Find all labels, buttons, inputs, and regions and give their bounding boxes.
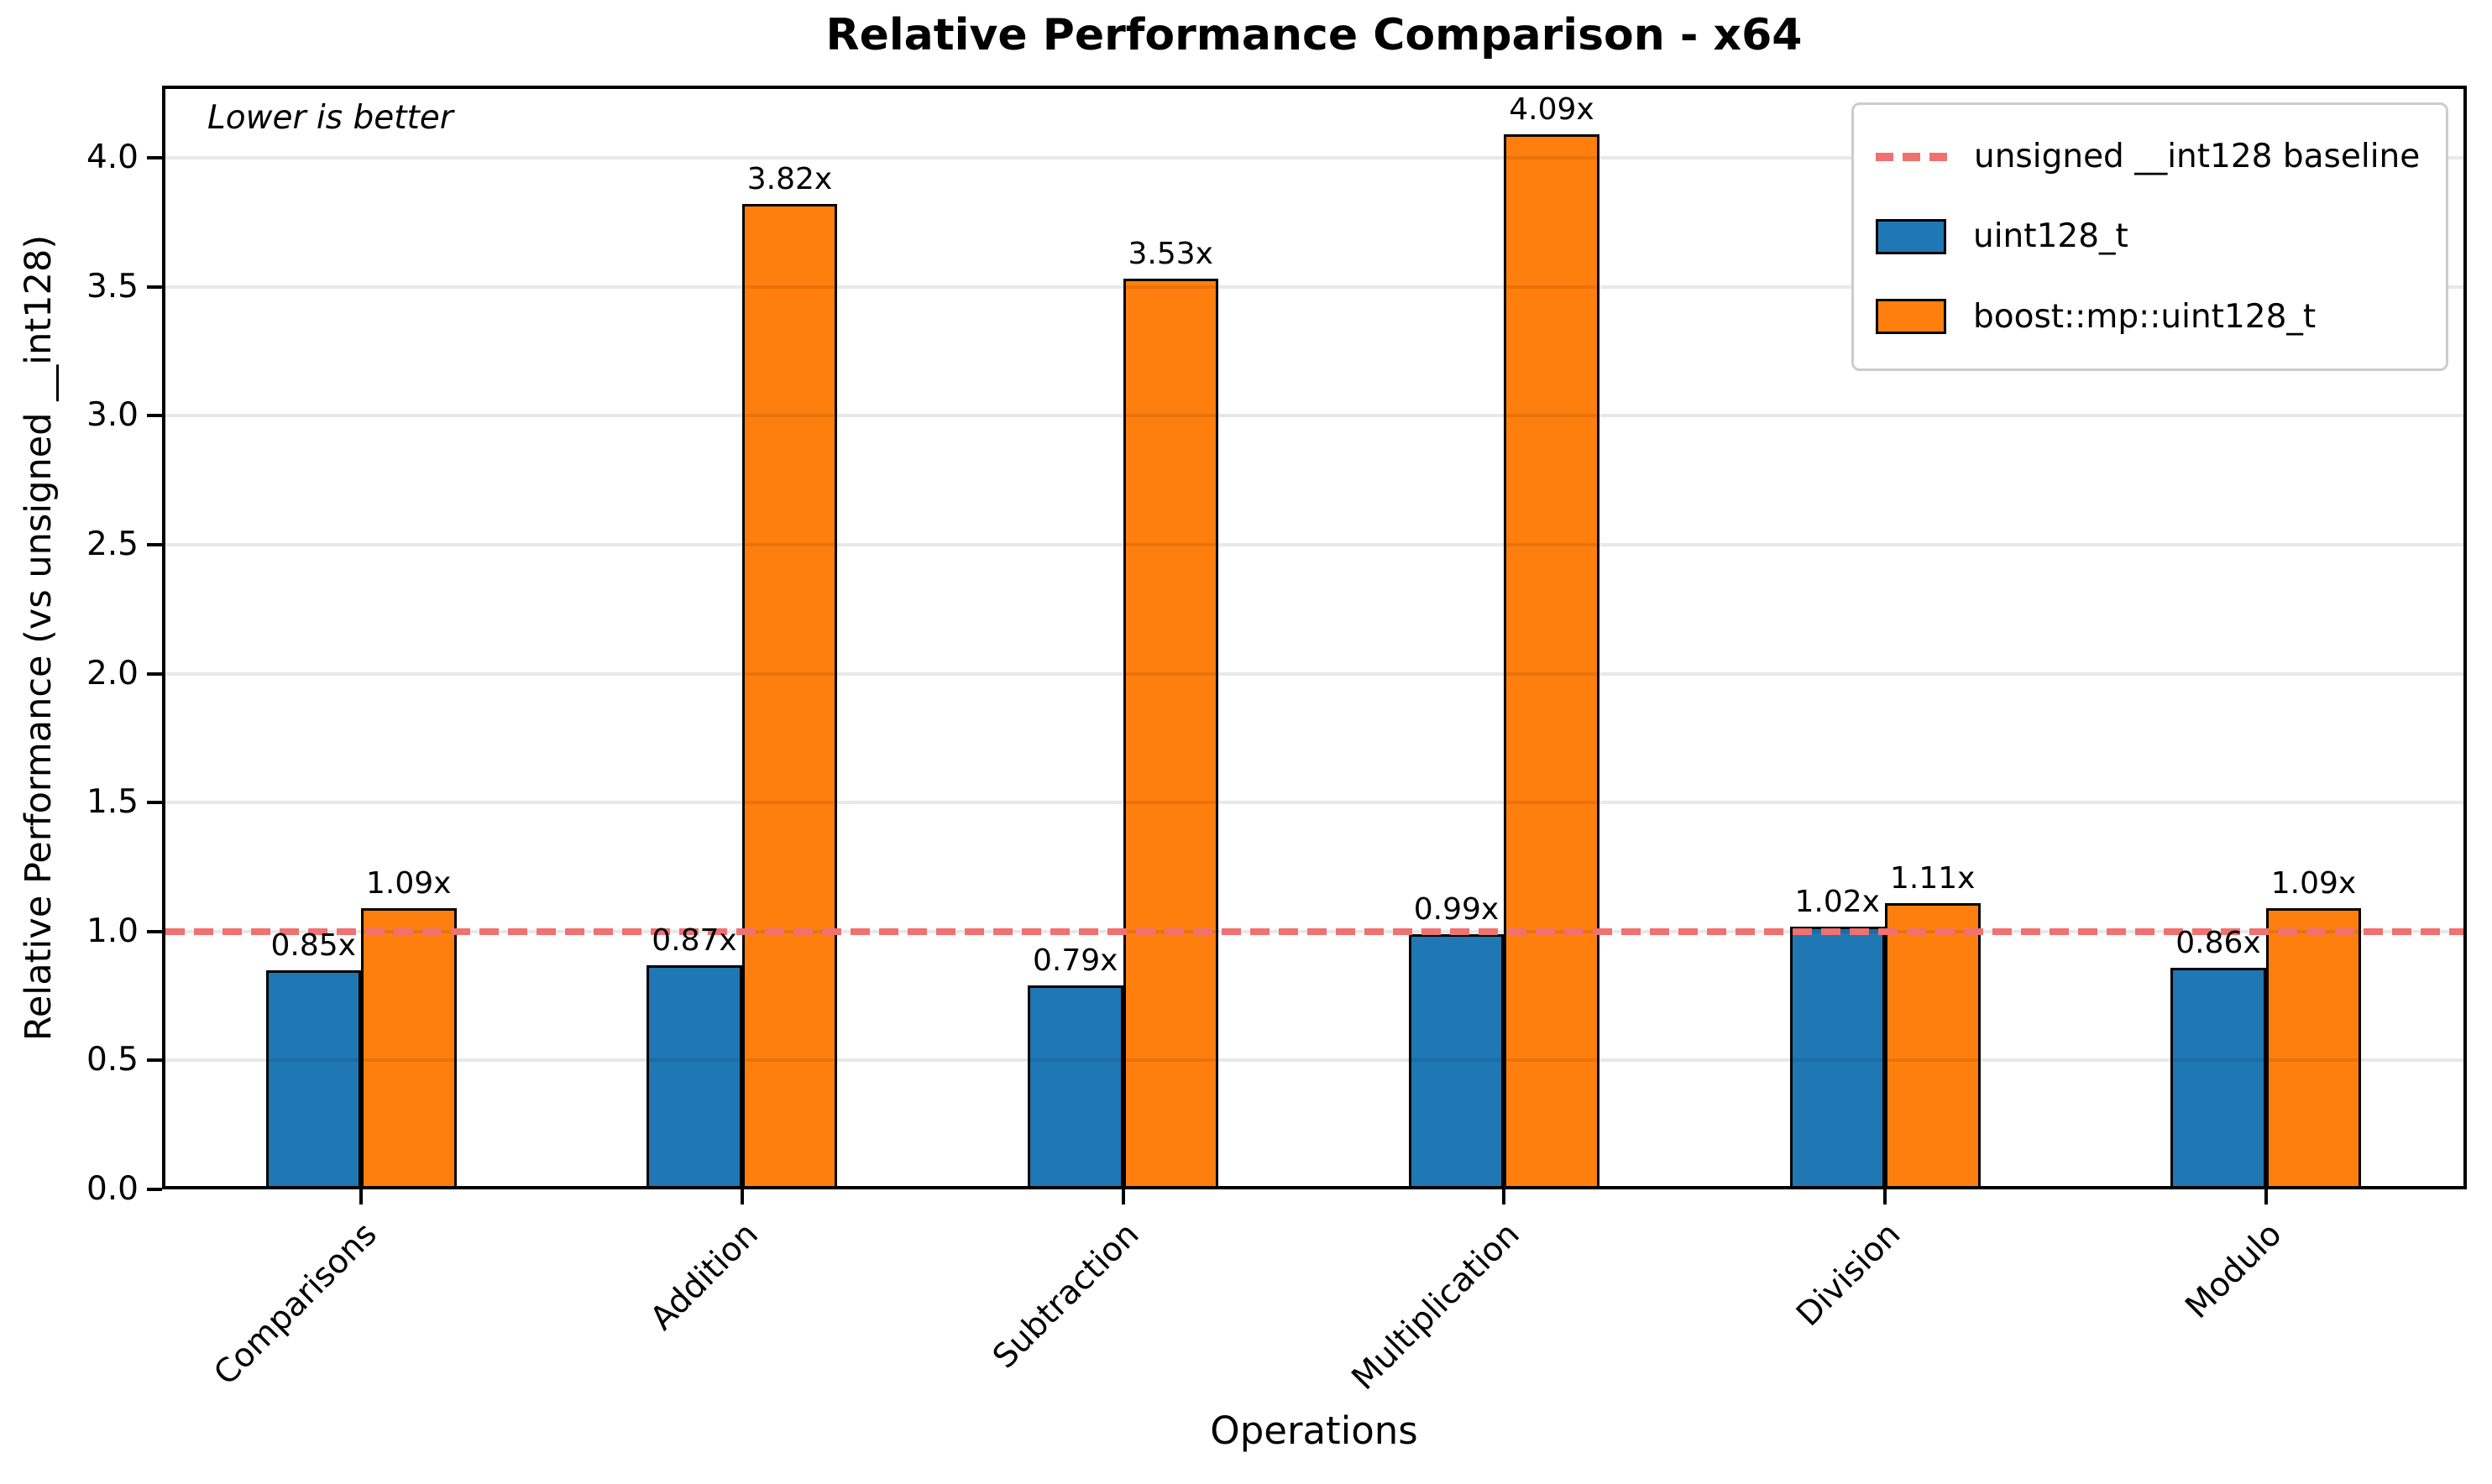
bar-value-label: 0.86x [2175,925,2261,960]
bar-value-label: 1.02x [1794,884,1880,919]
ytick-mark [147,1188,162,1191]
gridline-y0.5 [165,1058,2463,1063]
bar-value-label: 1.09x [2270,866,2357,901]
legend-row-baseline: unsigned __int128 baseline [1876,138,2424,175]
bar-value-label: 4.09x [1509,92,1594,128]
lower-is-better-note: Lower is better [207,99,453,137]
xtick-mark [359,1189,363,1204]
bar-value-label: 0.79x [1033,943,1118,979]
gridline-y3.5 [165,285,2463,289]
bar-uint128_t-division [1789,926,1885,1189]
ytick-label: 0.0 [86,1170,139,1208]
baseline-line [165,928,2463,935]
bar-uint128_t-addition [647,964,742,1189]
gridline-y2.5 [165,542,2463,546]
bar-value-label: 0.85x [270,928,356,963]
ytick-label: 3.5 [86,267,139,306]
legend-row-boost: boost::mp::uint128_t [1876,298,2424,336]
bar-boost::mp::uint128_t-subtraction [1123,279,1218,1189]
ytick-label: 2.5 [86,525,139,563]
bar-boost::mp::uint128_t-modulo [2265,908,2362,1189]
baseline-dash-swatch [1876,152,1947,161]
legend: unsigned __int128 baseline uint128_t boo… [1851,102,2448,371]
bar-boost::mp::uint128_t-division [1885,902,1981,1189]
xtick-mark [1883,1189,1887,1204]
ytick-mark [147,1058,162,1063]
xtick-label-comparisons: Comparisons [207,1215,385,1393]
ytick-label: 1.5 [86,783,139,822]
ytick-mark [147,929,162,933]
bar-value-label: 1.09x [366,866,452,901]
bar-value-label: 3.82x [746,162,833,197]
gridline-y1.5 [165,801,2463,805]
xtick-label-addition: Addition [642,1215,766,1338]
ytick-label: 4.0 [86,138,139,177]
uint128-swatch [1876,218,1946,254]
ytick-label: 1.0 [86,912,139,950]
legend-label-boost: boost::mp::uint128_t [1973,297,2317,336]
ytick-mark [147,801,162,805]
ytick-mark [147,285,162,289]
xtick-mark [1121,1189,1125,1204]
gridline-y2 [165,671,2463,676]
boost-swatch [1876,299,1946,335]
xtick-label-multiplication: Multiplication [1345,1215,1528,1398]
ytick-label: 0.5 [86,1041,139,1079]
x-axis-label: Operations [1210,1408,1418,1453]
bar-value-label: 1.11x [1890,860,1976,896]
bar-uint128_t-comparisons [265,969,361,1189]
legend-row-uint128: uint128_t [1876,217,2424,255]
gridline-y3 [165,414,2463,418]
bar-value-label: 0.87x [652,922,737,958]
bar-boost::mp::uint128_t-multiplication [1504,134,1599,1189]
bar-boost::mp::uint128_t-addition [741,204,838,1189]
gridline-y4 [165,156,2463,160]
xtick-mark [740,1189,744,1204]
bar-uint128_t-subtraction [1028,985,1123,1189]
ytick-label: 2.0 [86,654,139,692]
ytick-label: 3.0 [86,396,139,435]
ytick-mark [147,671,162,676]
ytick-mark [147,414,162,418]
bar-value-label: 3.53x [1128,237,1213,272]
xtick-label-modulo: Modulo [2178,1215,2290,1327]
xtick-mark [2264,1189,2268,1204]
legend-label-uint128: uint128_t [1973,217,2128,256]
bar-uint128_t-modulo [2170,967,2266,1189]
bar-value-label: 0.99x [1413,891,1500,927]
ytick-mark [147,156,162,160]
legend-label-baseline: unsigned __int128 baseline [1974,138,2421,176]
xtick-label-subtraction: Subtraction [985,1215,1147,1377]
ytick-mark [147,542,162,546]
xtick-label-division: Division [1789,1215,1908,1335]
bar-uint128_t-multiplication [1408,933,1505,1189]
chart-title: Relative Performance Comparison - x64 [825,10,1803,60]
xtick-mark [1502,1189,1506,1204]
